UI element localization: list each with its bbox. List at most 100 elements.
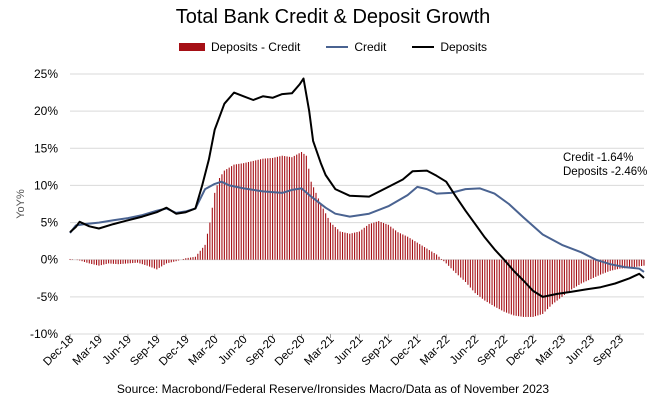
spread-bar <box>619 259 621 269</box>
legend-item-spread: Deposits - Credit <box>178 40 300 54</box>
spread-bar <box>303 153 305 260</box>
x-tick-label: Mar-21 <box>302 334 336 368</box>
x-tick-label: Mar-23 <box>534 334 568 368</box>
spread-bar <box>247 162 250 260</box>
spread-bar <box>110 259 112 264</box>
spread-bar <box>392 228 394 260</box>
spread-bar <box>156 259 158 270</box>
spread-bar <box>641 259 643 267</box>
spread-bar <box>549 259 551 307</box>
spread-bar <box>161 259 163 267</box>
spread-bar <box>404 235 406 260</box>
spread-bar <box>288 156 291 260</box>
spread-bar <box>554 259 556 303</box>
spread-bar <box>563 259 565 295</box>
x-tick-label: Sep-23 <box>591 334 626 369</box>
spread-bar <box>105 259 107 264</box>
spread-bar <box>452 259 455 271</box>
spread-bar <box>513 259 515 316</box>
chart-title: Total Bank Credit & Deposit Growth <box>175 6 491 28</box>
spread-bar <box>546 259 549 310</box>
spread-bar <box>578 259 580 285</box>
spread-bar <box>233 164 235 260</box>
spread-bar <box>604 259 606 273</box>
spread-bar <box>313 187 315 260</box>
spread-bar <box>462 259 464 280</box>
spread-bar <box>638 259 640 267</box>
spread-bar <box>491 259 493 306</box>
spread-bar <box>597 259 599 276</box>
spread-bar <box>368 224 370 260</box>
spread-bar <box>238 163 240 260</box>
spread-bar <box>267 158 269 260</box>
spread-bar <box>86 259 88 263</box>
spread-bar <box>375 221 377 260</box>
spread-bar <box>477 259 479 295</box>
spread-bar <box>187 257 189 260</box>
spread-bar <box>272 157 274 260</box>
x-tick-label: Sep-20 <box>244 334 279 369</box>
spread-bar <box>510 259 512 315</box>
spread-bar <box>149 259 151 267</box>
spread-bar <box>95 259 98 266</box>
spread-bar <box>194 256 196 260</box>
spread-bar <box>472 259 474 291</box>
spread-bar <box>141 259 143 265</box>
spread-bar <box>300 152 303 260</box>
spread-bar <box>112 259 114 264</box>
spread-bar <box>158 259 160 268</box>
spread-bar <box>498 259 500 310</box>
spread-bar <box>566 259 568 294</box>
spread-bar <box>585 259 587 282</box>
legend: Deposits - Credit Credit Deposits <box>0 40 666 54</box>
spread-bar <box>501 259 503 311</box>
source-note: Source: Macrobond/Federal Reserve/Ironsi… <box>116 382 550 396</box>
spread-bar <box>349 233 351 260</box>
spread-bar <box>257 159 259 260</box>
spread-bar <box>587 259 590 281</box>
spread-bar <box>177 259 180 261</box>
y-axis-label: YoY% <box>15 189 27 219</box>
y-tick-label: -5% <box>37 290 59 304</box>
spread-bar <box>474 259 476 294</box>
spread-bar <box>433 253 435 260</box>
spread-bar <box>609 259 611 271</box>
x-tick-label: Dec-21 <box>389 334 424 369</box>
spread-bar <box>356 232 358 260</box>
spread-bar <box>440 258 442 260</box>
legend-swatch-credit <box>326 46 349 48</box>
spread-bar <box>556 259 558 301</box>
spread-bar <box>484 259 486 301</box>
spread-bar <box>173 259 175 262</box>
spread-bar <box>163 259 165 265</box>
spread-bar <box>129 259 131 264</box>
spread-bar <box>503 259 505 312</box>
spread-bar <box>69 258 71 260</box>
spread-bar <box>455 259 457 274</box>
spread-bar <box>132 259 134 264</box>
y-tick-label: 0% <box>41 253 59 267</box>
spread-bar <box>202 247 204 260</box>
spread-bar <box>551 259 553 305</box>
spread-bar <box>252 160 254 260</box>
spread-bar <box>296 154 298 260</box>
spread-bar <box>631 259 633 268</box>
spread-bar <box>534 259 537 317</box>
spread-bar <box>211 207 213 260</box>
spread-bar <box>243 163 245 260</box>
spread-bar <box>354 232 356 260</box>
x-tick-label: Sep-22 <box>476 334 511 369</box>
legend-swatch-bar <box>178 43 205 51</box>
spread-bar <box>139 259 141 264</box>
spread-bar <box>298 153 300 260</box>
spread-bar <box>373 222 375 260</box>
spread-bar <box>493 259 496 307</box>
spread-bar <box>291 157 293 260</box>
x-tick-label: Dec-22 <box>504 334 539 369</box>
spread-bar <box>436 254 438 260</box>
spread-bar <box>489 259 491 304</box>
spread-bar <box>602 259 604 274</box>
spread-bar <box>419 244 421 260</box>
spread-bar <box>559 259 561 299</box>
legend-item-deposits: Deposits <box>412 40 487 54</box>
